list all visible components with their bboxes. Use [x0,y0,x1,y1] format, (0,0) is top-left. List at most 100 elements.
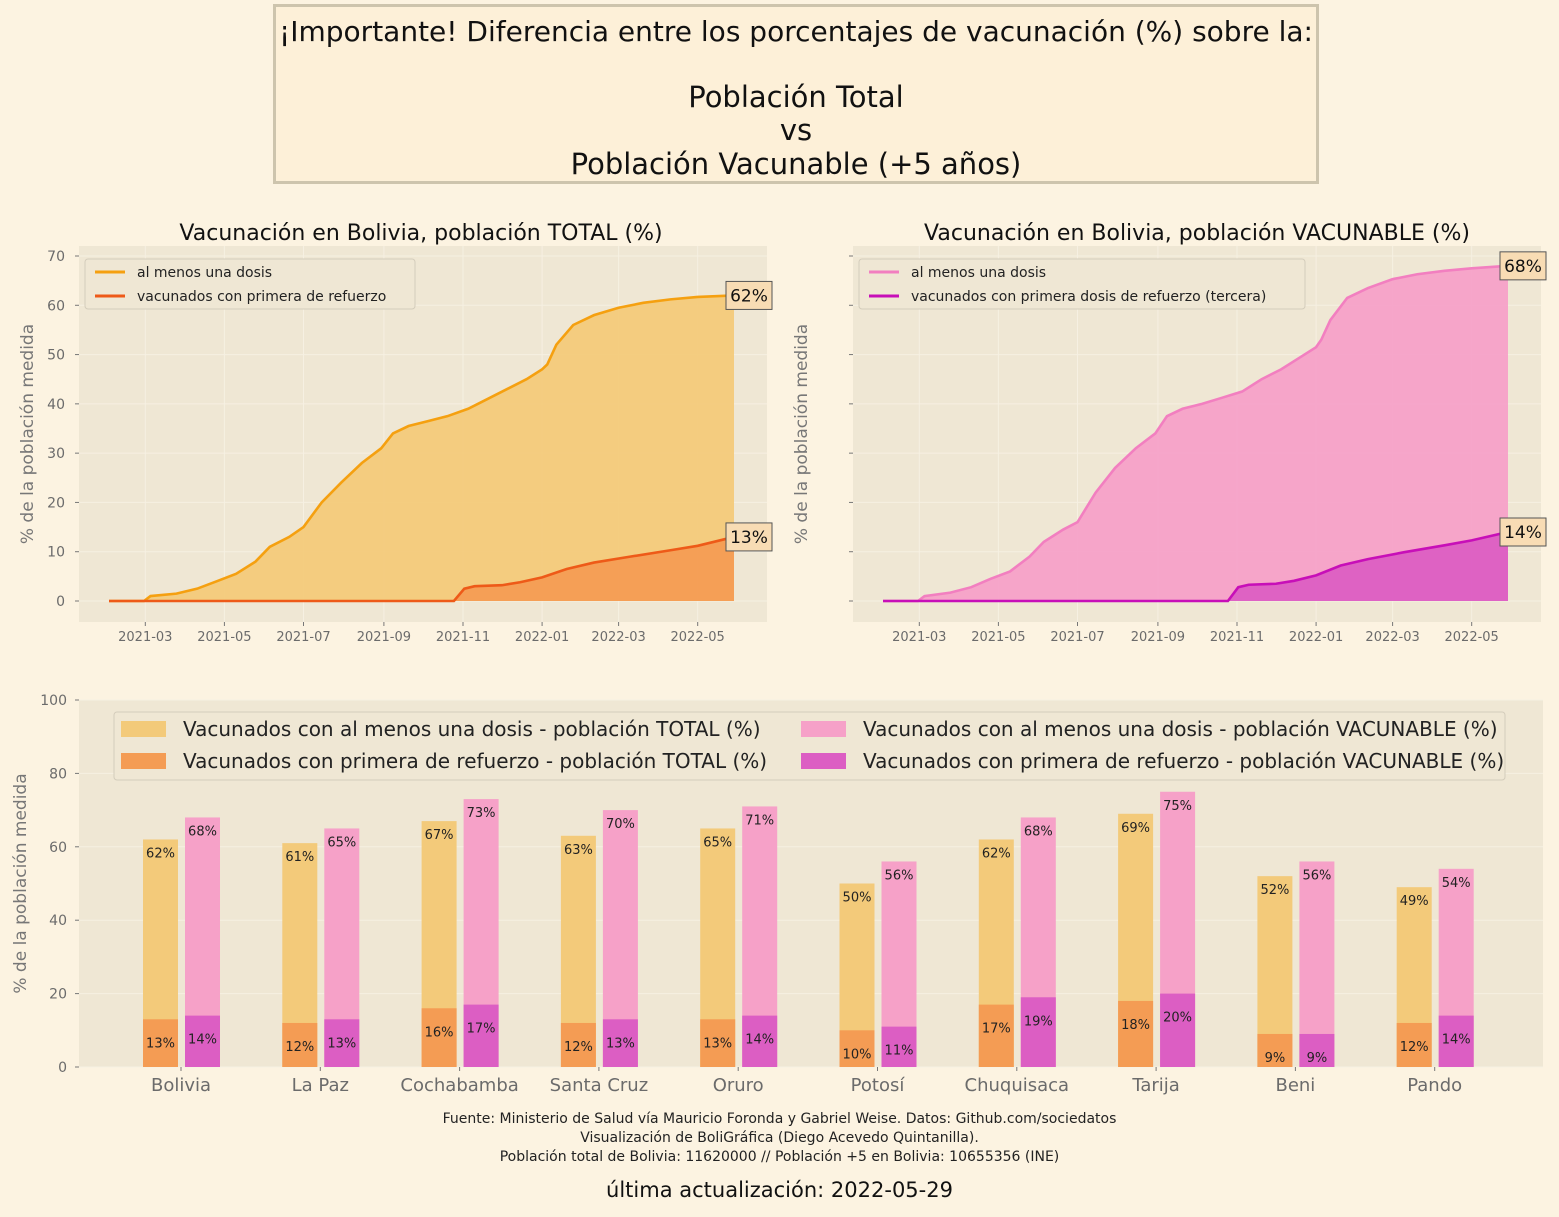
footer-credit: Visualización de BoliGráfica (Diego Acev… [580,1130,979,1146]
chart-title: Vacunación en Bolivia, población VACUNAB… [924,221,1470,246]
chart-title: Vacunación en Bolivia, población TOTAL (… [179,221,662,246]
y-tick-label: 60 [47,298,65,314]
x-tick-label: Oruro [713,1075,764,1096]
bar-label-vac-booster: 14% [1442,1033,1471,1048]
bar-label-total-dose: 49% [1400,894,1429,909]
x-tick-label: Tarija [1131,1075,1179,1096]
bar-total-booster [1396,1022,1432,1067]
bar-total-booster [839,1030,875,1067]
series-line-0 [883,264,1509,603]
footer-source: Fuente: Ministerio de Salud vía Mauricio… [442,1111,1117,1127]
x-tick-label: 2022-01 [515,630,569,645]
x-tick-label: Pando [1407,1075,1462,1096]
series-line-1 [109,535,735,603]
x-tick-label: 2022-03 [1365,630,1419,645]
y-tick-label: 30 [47,446,65,462]
bar-label-vac-dose: 68% [1024,824,1053,839]
bar-label-total-dose: 52% [1260,883,1289,898]
x-tick-label: Chuquisaca [965,1075,1070,1096]
bar-label-total-booster: 12% [564,1040,593,1055]
bar-legend-box [113,711,1506,781]
legend-label: vacunados con primera de refuerzo [137,289,386,305]
bar-label-total-booster: 16% [425,1025,454,1040]
y-tick-label: 70 [47,249,65,265]
x-tick-label: Santa Cruz [550,1075,649,1096]
bar-label-vac-dose: 71% [745,813,774,828]
legend-box [84,258,416,310]
x-tick-label: 2021-03 [118,630,172,645]
x-tick-label: 2022-03 [591,630,645,645]
end-label-box [1499,517,1547,547]
bar-label-vac-booster: 19% [1024,1014,1053,1029]
x-tick-label: Beni [1275,1075,1315,1096]
x-tick-label: Potosí [851,1075,906,1096]
end-label: 62% [730,286,768,306]
bar-vac-booster [1438,1015,1474,1067]
header-vacunable-label: Población Vacunable (+5 años) [570,147,1022,181]
bar-label-total-dose: 65% [703,835,732,850]
bar-label-total-booster: 17% [982,1022,1011,1037]
bar-label-total-dose: 67% [425,828,454,843]
bar-vac-booster [602,1019,638,1067]
y-tick-label: 80 [49,766,67,782]
bar-total-booster [282,1022,318,1067]
bar-label-total-dose: 62% [982,846,1011,861]
y-axis-label: % de la población medida [18,324,38,544]
x-tick-label: Bolivia [151,1075,211,1096]
bar-label-vac-booster: 9% [1307,1051,1328,1066]
x-tick-label: 2021-11 [1210,630,1264,645]
x-tick-label: 2021-09 [357,630,411,645]
bar-label-vac-booster: 14% [745,1033,774,1048]
bar-label-vac-booster: 14% [188,1033,217,1048]
bar-label-total-booster: 13% [146,1036,175,1051]
x-tick-label: 2021-03 [892,630,946,645]
legend-label: Vacunados con al menos una dosis - pobla… [863,717,1498,741]
bar-total-booster [1118,1000,1154,1067]
bar-label-vac-dose: 54% [1442,876,1471,891]
end-label-box [1499,251,1547,281]
bar-total-booster [700,1019,736,1067]
y-tick-label: 20 [47,495,65,511]
series-line-1 [883,530,1509,603]
bar-total-booster [978,1004,1014,1067]
bar-vac-booster [185,1015,220,1067]
x-tick-label: 2021-11 [436,630,490,645]
end-label: 13% [730,528,768,548]
y-tick-label: 0 [56,594,65,610]
bar-total-booster [421,1008,457,1067]
y-tick-label: 60 [49,840,67,856]
legend-swatch [121,753,166,769]
x-tick-label: La Paz [292,1075,349,1096]
bar-label-total-booster: 12% [1400,1040,1429,1055]
y-tick-label: 40 [47,397,65,413]
legend-swatch [801,753,846,769]
legend-label: Vacunados con al menos una dosis - pobla… [183,717,761,741]
bar-vac-booster [463,1004,499,1067]
series-area-0 [883,265,1508,601]
bar-label-vac-dose: 68% [188,824,217,839]
header-total-label: Población Total [688,80,904,114]
bar-label-vac-booster: 20% [1163,1011,1192,1026]
series-area-1 [883,532,1508,601]
footer: Fuente: Ministerio de Salud vía Mauricio… [0,1110,1559,1167]
end-label-box [725,522,773,552]
x-tick-label: 2021-05 [971,630,1025,645]
bar-label-total-booster: 18% [1121,1018,1150,1033]
y-tick-label: 10 [47,545,65,561]
bar-label-vac-dose: 73% [467,806,496,821]
bar-label-vac-dose: 56% [885,868,914,883]
bar-label-total-booster: 12% [285,1040,314,1055]
y-tick-label: 50 [47,348,65,364]
x-tick-label: 2022-05 [1445,630,1499,645]
bar-label-total-dose: 69% [1121,821,1150,836]
bar-label-total-booster: 13% [703,1036,732,1051]
y-tick-label: 0 [58,1060,67,1076]
x-tick-label: 2021-05 [197,630,251,645]
bar-label-vac-booster: 13% [327,1036,356,1051]
end-label-box [725,280,773,310]
footer-population: Población total de Bolivia: 11620000 // … [499,1149,1060,1165]
bar-vac-booster [742,1015,778,1067]
bar-total-booster [143,1019,178,1067]
y-tick-label: 100 [40,693,67,709]
